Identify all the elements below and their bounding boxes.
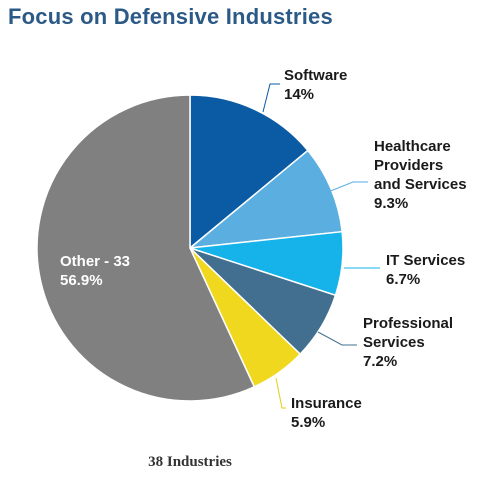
slice-name-4: Insurance bbox=[291, 395, 362, 412]
slice-label-5: Other - 33 56.9% bbox=[60, 253, 130, 289]
slice-value-4: 5.9% bbox=[291, 414, 325, 431]
pie-slice-1 bbox=[187, 149, 343, 250]
leader-line-0 bbox=[262, 83, 280, 113]
slice-value-2: 6.7% bbox=[386, 271, 420, 288]
slice-label-2: IT Services 6.7% bbox=[386, 252, 465, 288]
slice-value-0: 14% bbox=[284, 86, 314, 103]
slice-name-3: Services bbox=[363, 334, 425, 351]
slice-name-3: Professional bbox=[363, 315, 453, 332]
slice-name-2: IT Services bbox=[386, 252, 465, 269]
pie-slice-5 bbox=[36, 94, 256, 402]
slice-value-1: 9.3% bbox=[374, 195, 408, 212]
pie-slice-0 bbox=[189, 94, 309, 250]
leader-line-1 bbox=[327, 181, 368, 193]
slice-value-5: 56.9% bbox=[60, 272, 103, 289]
slice-label-4: Insurance 5.9% bbox=[291, 395, 362, 431]
leader-line-4 bbox=[275, 377, 286, 409]
slice-label-3: Professional Services 7.2% bbox=[363, 315, 453, 370]
slice-name-1: Providers bbox=[374, 157, 443, 174]
slice-label-0: Software 14% bbox=[284, 67, 347, 103]
slice-value-3: 7.2% bbox=[363, 353, 397, 370]
slice-name-1: and Services bbox=[374, 176, 467, 193]
slice-name-1: Healthcare bbox=[374, 138, 451, 155]
chart-title: Focus on Defensive Industries bbox=[8, 4, 333, 29]
slice-name-0: Software bbox=[284, 67, 347, 84]
chart-footer: 38 Industries bbox=[148, 454, 232, 470]
slice-name-5: Other - 33 bbox=[60, 253, 130, 270]
slice-label-1: Healthcare Providers and Services 9.3% bbox=[374, 138, 467, 212]
leader-line-3 bbox=[317, 331, 357, 346]
